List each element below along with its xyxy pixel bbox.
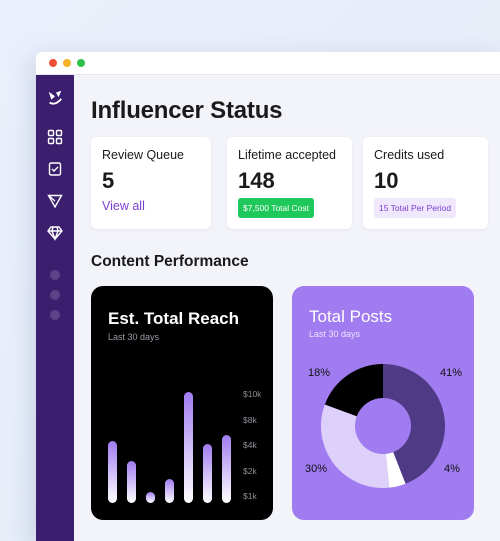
reach-bar xyxy=(146,492,155,503)
stat-value: 5 xyxy=(102,168,115,193)
slice-label-4: 4% xyxy=(444,463,460,475)
stat-value: 148 xyxy=(238,168,275,193)
sidebar-placeholder-item[interactable] xyxy=(50,310,60,320)
reach-bar xyxy=(184,392,193,503)
section-title: Content Performance xyxy=(91,253,249,270)
send-icon[interactable] xyxy=(46,192,64,210)
stat-label: Lifetime accepted xyxy=(238,148,336,162)
dashboard-grid-icon[interactable] xyxy=(46,128,64,146)
y-tick-label: $2k xyxy=(243,466,257,476)
chart-title: Est. Total Reach xyxy=(108,309,239,328)
stat-value: 10 xyxy=(374,168,399,193)
posts-donut-chart xyxy=(321,364,445,488)
stat-label: Credits used xyxy=(374,148,445,162)
reach-bar xyxy=(203,444,212,503)
total-cost-badge: $7,500 Total Cost xyxy=(238,198,314,218)
app-window: Influencer Status Review Queue 5 View al… xyxy=(36,52,500,541)
slice-label-41: 41% xyxy=(440,367,463,379)
chart-subtitle: Last 30 days xyxy=(309,329,361,339)
maximize-window-button[interactable] xyxy=(77,59,85,67)
donut-slice xyxy=(385,452,406,488)
y-tick-label: $4k xyxy=(243,440,257,450)
sidebar-placeholder-item[interactable] xyxy=(50,270,60,280)
donut-slice xyxy=(324,364,383,417)
reach-bar xyxy=(127,461,136,503)
window-titlebar xyxy=(36,52,500,75)
slice-label-30: 30% xyxy=(305,463,328,475)
reach-bar-chart: $1k $2k $4k $8k $10k xyxy=(108,389,262,503)
clipboard-check-icon[interactable] xyxy=(46,160,64,178)
stat-label: Review Queue xyxy=(102,148,184,162)
close-window-button[interactable] xyxy=(49,59,57,67)
slice-label-18: 18% xyxy=(308,367,331,379)
view-all-link[interactable]: View all xyxy=(102,199,145,213)
sidebar xyxy=(36,75,74,541)
minimize-window-button[interactable] xyxy=(63,59,71,67)
reach-bar xyxy=(222,435,231,503)
y-tick-label: $8k xyxy=(243,415,257,425)
logo-icon[interactable] xyxy=(46,89,64,107)
review-queue-card: Review Queue 5 View all xyxy=(91,137,211,229)
credits-used-card: Credits used 10 15 Total Per Period xyxy=(363,137,488,229)
diamond-icon[interactable] xyxy=(46,224,64,242)
sidebar-placeholder-item[interactable] xyxy=(50,290,60,300)
total-per-period-badge: 15 Total Per Period xyxy=(374,198,457,218)
chart-title: Total Posts xyxy=(309,307,393,326)
posts-chart-card: Total Posts Last 30 days 18% 41% 30% 4% xyxy=(292,286,474,520)
reach-bar xyxy=(108,441,117,503)
lifetime-accepted-card: Lifetime accepted 148 $7,500 Total Cost xyxy=(227,137,352,229)
donut-slice xyxy=(383,364,445,484)
main-content: Influencer Status Review Queue 5 View al… xyxy=(74,75,500,541)
reach-bar xyxy=(165,479,174,503)
page-title: Influencer Status xyxy=(91,97,283,124)
donut-slice xyxy=(321,404,390,488)
y-tick-label: $1k xyxy=(243,491,257,501)
chart-subtitle: Last 30 days xyxy=(108,332,160,342)
reach-chart-card: $1k $2k $4k $8k $10k Est. Total Reach Last 3… xyxy=(91,286,273,520)
y-tick-label: $10k xyxy=(243,389,262,399)
